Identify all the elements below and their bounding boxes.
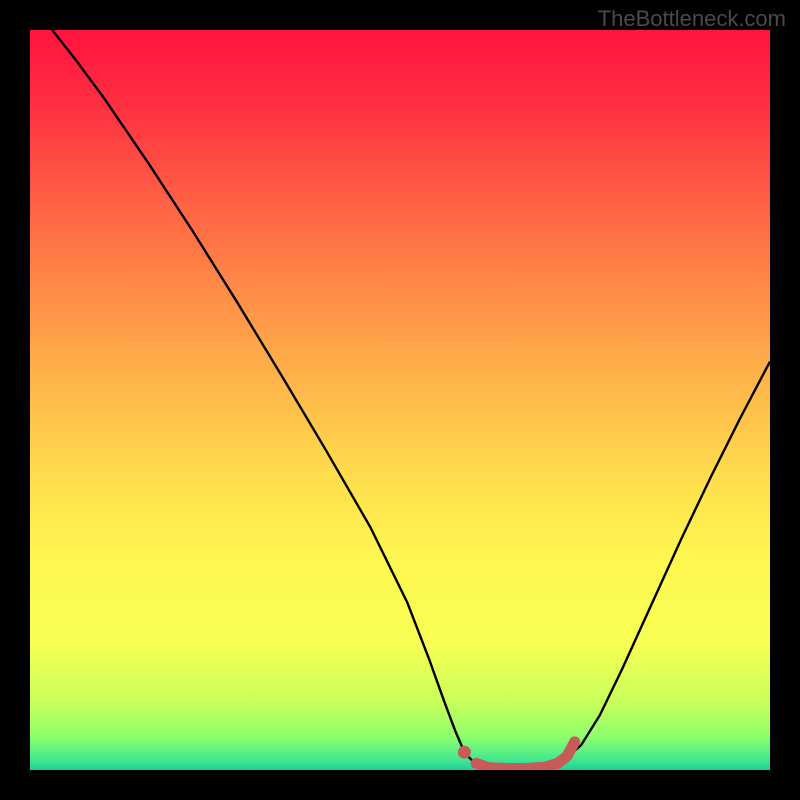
attribution-text: TheBottleneck.com: [598, 6, 786, 32]
chart-svg: [30, 30, 770, 770]
chart-background: [30, 30, 770, 770]
plot-area: [30, 30, 770, 770]
optimal-range-dot: [458, 746, 471, 759]
